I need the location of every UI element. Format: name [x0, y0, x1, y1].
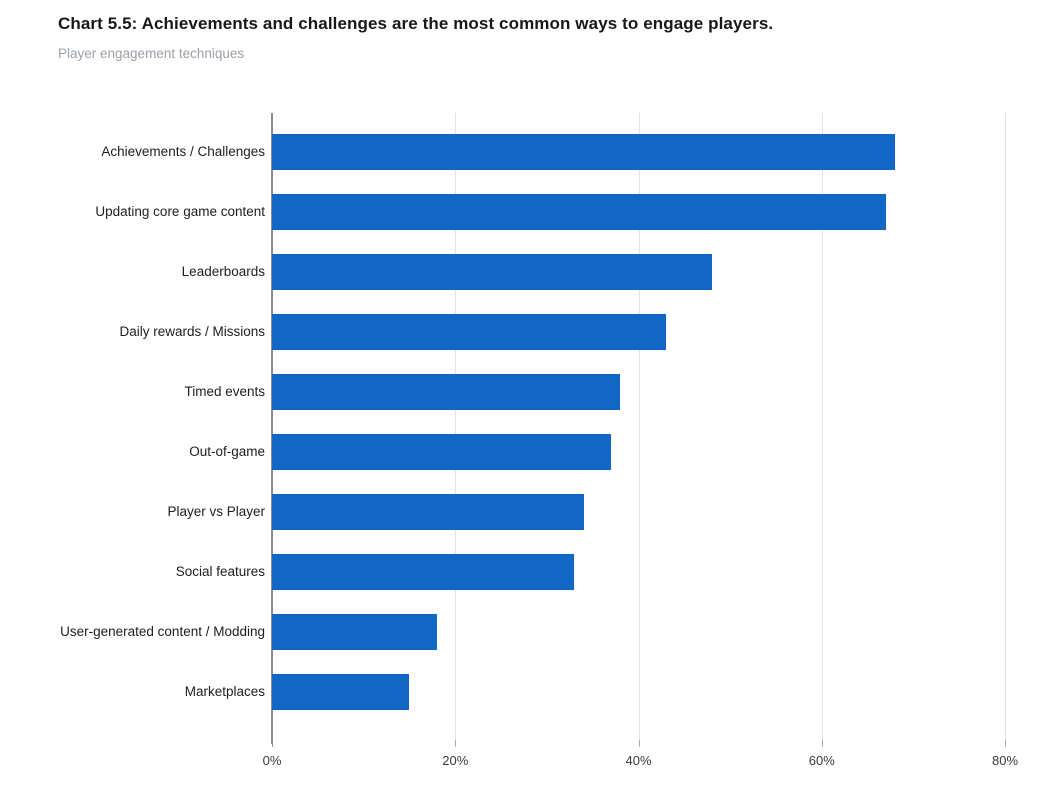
x-tick-mark	[455, 740, 457, 747]
x-tick-mark	[821, 740, 823, 747]
x-tick-label: 60%	[808, 753, 835, 768]
bar	[272, 373, 621, 410]
chart-subtitle: Player engagement techniques	[58, 46, 245, 61]
bar	[272, 673, 410, 710]
bar	[272, 553, 575, 590]
category-label: Player vs Player	[167, 504, 265, 519]
category-label: Updating core game content	[95, 204, 265, 219]
x-tick-mark	[638, 740, 640, 747]
category-label: Social features	[175, 564, 265, 579]
bar	[272, 133, 896, 170]
category-label: Daily rewards / Missions	[119, 324, 265, 339]
chart-title: Chart 5.5: Achievements and challenges a…	[58, 14, 774, 33]
category-label: Marketplaces	[184, 684, 265, 699]
bar	[272, 253, 712, 290]
x-tick-mark	[272, 740, 273, 747]
category-label: Achievements / Challenges	[101, 144, 265, 159]
category-label: Leaderboards	[181, 264, 265, 279]
x-tick-label: 0%	[262, 753, 282, 768]
gridline	[638, 113, 640, 740]
x-tick-label: 20%	[442, 753, 469, 768]
category-label: Timed events	[184, 384, 265, 399]
y-axis-line	[271, 113, 273, 744]
x-tick-label: 80%	[991, 753, 1019, 768]
gridline	[455, 113, 457, 740]
category-axis-labels: Achievements / Challenges Updating core g…	[0, 113, 265, 740]
bar	[272, 613, 437, 650]
plot-area	[271, 113, 1006, 744]
x-tick-label: 40%	[625, 753, 652, 768]
bar	[272, 493, 584, 530]
x-tick-mark	[1005, 740, 1006, 747]
gridline	[1005, 113, 1006, 740]
category-label: User-generated content / Modding	[60, 624, 265, 639]
bar	[272, 313, 666, 350]
bar	[272, 433, 611, 470]
bar	[272, 193, 886, 230]
gridline	[821, 113, 823, 740]
category-label: Out-of-game	[189, 444, 265, 459]
